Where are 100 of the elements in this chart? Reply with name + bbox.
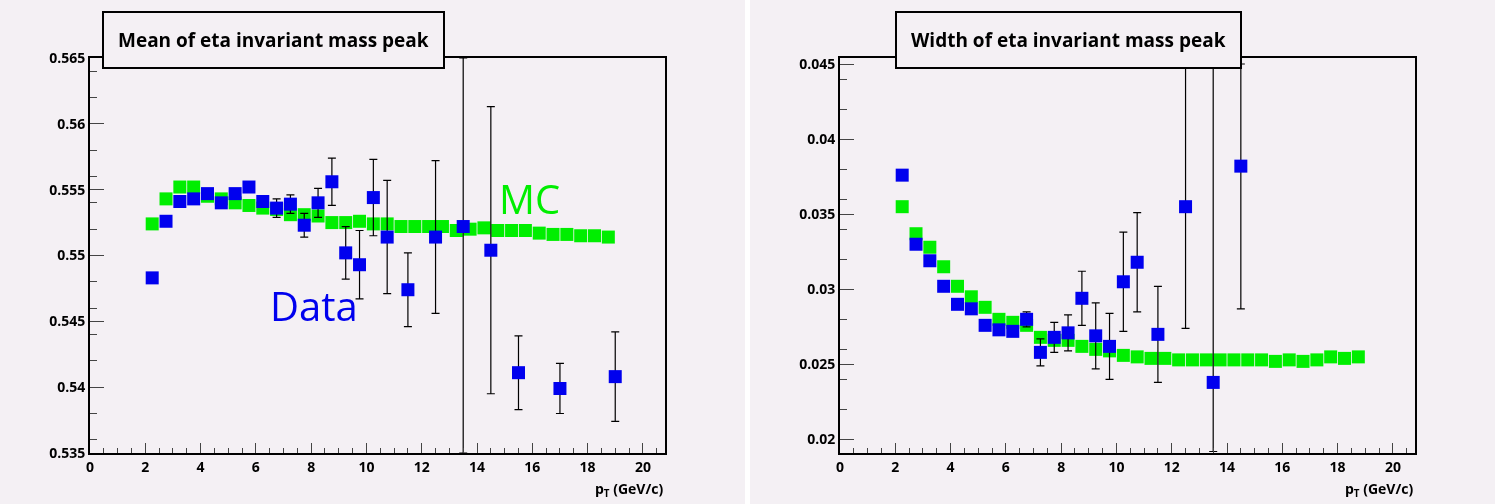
chart-title: Width of eta invariant mass peak <box>911 27 1226 53</box>
x-tick-label: 0 <box>85 456 95 476</box>
x-tick-label: 14 <box>469 456 486 476</box>
point <box>394 220 408 234</box>
x-tick-label: 10 <box>1108 456 1125 476</box>
point <box>1227 353 1241 367</box>
point <box>978 300 992 314</box>
point <box>477 221 491 235</box>
point <box>950 279 964 293</box>
point <box>923 240 937 254</box>
x-tick-label: 2 <box>141 456 150 476</box>
x-tick-label: 8 <box>1057 456 1066 476</box>
y-tick-label: 0.54 <box>57 377 86 397</box>
point <box>1103 339 1117 353</box>
point <box>1234 159 1248 173</box>
x-tick-label: 20 <box>1384 456 1401 476</box>
point <box>588 229 602 243</box>
y-tick-label: 0.55 <box>57 245 86 265</box>
series-label: MC <box>499 171 561 226</box>
point <box>1241 353 1255 367</box>
point <box>1338 351 1352 365</box>
y-tick-label: 0.025 <box>799 354 836 374</box>
point <box>560 227 574 241</box>
point <box>978 318 992 332</box>
point <box>1296 354 1310 368</box>
point <box>1158 351 1172 365</box>
point <box>353 214 367 228</box>
y-tick-label: 0.04 <box>807 129 836 148</box>
point <box>1213 353 1227 367</box>
point <box>429 230 443 244</box>
point <box>1172 353 1186 367</box>
y-tick-label: 0.565 <box>49 47 86 67</box>
point <box>1324 350 1338 364</box>
x-tick-label: 6 <box>251 456 260 476</box>
y-tick-label: 0.03 <box>807 279 836 299</box>
point <box>1199 353 1213 367</box>
point <box>1282 353 1296 367</box>
point <box>311 196 325 210</box>
x-tick-label: 8 <box>307 456 316 476</box>
point <box>1116 348 1130 362</box>
point <box>159 214 173 228</box>
x-tick-label: 20 <box>634 456 651 476</box>
point <box>909 237 923 251</box>
y-tick-label: 0.56 <box>57 113 86 133</box>
y-tick-label: 0.535 <box>49 442 86 462</box>
point <box>1310 353 1324 367</box>
y-tick-label: 0.545 <box>49 311 86 331</box>
x-tick-label: 18 <box>1329 456 1346 476</box>
point <box>1351 350 1365 364</box>
point <box>325 175 339 189</box>
point <box>1130 350 1144 364</box>
y-tick-label: 0.035 <box>799 204 836 224</box>
point <box>422 220 436 234</box>
point <box>325 216 339 230</box>
y-tick-label: 0.045 <box>799 53 836 73</box>
point <box>339 246 353 260</box>
point <box>366 191 380 205</box>
y-tick-label: 0.555 <box>49 179 86 199</box>
point <box>546 227 560 241</box>
point <box>511 366 525 380</box>
point <box>173 180 187 194</box>
point <box>408 220 422 234</box>
point <box>173 195 187 209</box>
x-axis-title: p$_{T}$ (GeV/c) <box>1345 479 1414 500</box>
point <box>937 279 951 293</box>
point <box>456 220 470 234</box>
point <box>380 217 394 231</box>
point <box>574 229 588 243</box>
point <box>1116 275 1130 289</box>
point <box>1075 291 1089 305</box>
point <box>242 198 256 212</box>
series-label: Data <box>270 278 358 333</box>
point <box>505 223 519 237</box>
x-tick-label: 16 <box>524 456 541 476</box>
x-tick-label: 0 <box>835 456 845 476</box>
point <box>1255 353 1269 367</box>
point <box>1151 327 1165 341</box>
x-tick-label: 10 <box>358 456 375 476</box>
point <box>214 196 228 210</box>
point <box>435 220 449 234</box>
x-tick-label: 2 <box>891 456 900 476</box>
point <box>1185 353 1199 367</box>
point <box>532 226 546 240</box>
x-tick-label: 14 <box>1219 456 1236 476</box>
point <box>1033 345 1047 359</box>
point <box>553 381 567 395</box>
x-tick-label: 4 <box>196 456 205 476</box>
x-tick-label: 18 <box>579 456 596 476</box>
x-tick-label: 12 <box>413 456 430 476</box>
point <box>923 254 937 268</box>
point <box>937 260 951 274</box>
point <box>1089 342 1103 356</box>
point <box>1206 375 1220 389</box>
x-tick-label: 6 <box>1001 456 1010 476</box>
point <box>145 271 159 285</box>
point <box>1089 329 1103 343</box>
point <box>1075 339 1089 353</box>
point <box>895 200 909 214</box>
point <box>380 230 394 244</box>
point <box>484 243 498 257</box>
